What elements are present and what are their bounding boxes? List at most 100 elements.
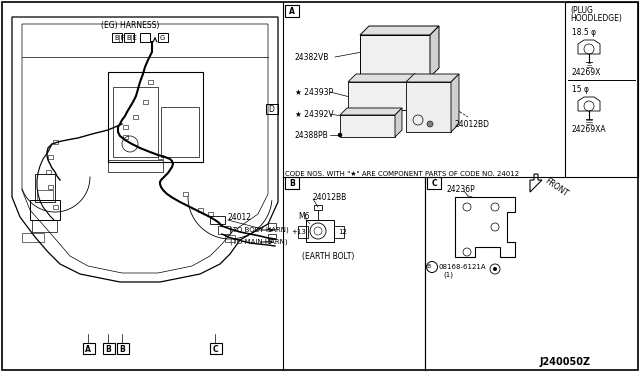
Bar <box>314 205 322 210</box>
Text: J240050Z: J240050Z <box>540 357 591 367</box>
Text: A: A <box>289 6 295 16</box>
Bar <box>285 177 299 189</box>
Bar <box>365 100 375 107</box>
Bar <box>147 80 152 84</box>
Bar <box>47 155 52 159</box>
Text: B: B <box>119 344 125 353</box>
Polygon shape <box>340 108 402 115</box>
Bar <box>157 155 163 159</box>
Text: B: B <box>289 179 295 187</box>
Bar <box>565 2 638 177</box>
Polygon shape <box>348 74 416 82</box>
Bar <box>365 90 375 97</box>
Polygon shape <box>430 26 439 77</box>
Text: 24269X: 24269X <box>572 67 602 77</box>
Bar <box>122 125 127 129</box>
Polygon shape <box>395 108 402 137</box>
Bar <box>334 226 344 238</box>
Bar <box>103 343 115 354</box>
Polygon shape <box>408 74 416 110</box>
Text: HOODLEDGE): HOODLEDGE) <box>570 13 622 22</box>
Bar <box>83 343 95 354</box>
Text: D: D <box>268 105 274 113</box>
Text: 24382VB: 24382VB <box>295 52 330 61</box>
Text: B|E: B|E <box>126 35 137 42</box>
Polygon shape <box>360 35 430 77</box>
Text: B: B <box>105 344 111 353</box>
Text: B: B <box>427 264 431 269</box>
Bar <box>30 200 60 220</box>
Text: (EG) HARNESS): (EG) HARNESS) <box>101 20 159 29</box>
Bar <box>225 235 235 242</box>
Polygon shape <box>348 82 408 110</box>
Bar <box>32 220 57 232</box>
Bar <box>52 205 58 209</box>
Bar <box>351 100 361 107</box>
Text: C: C <box>212 344 218 353</box>
Text: (TO MAIN HARN): (TO MAIN HARN) <box>230 239 287 245</box>
Bar <box>108 72 203 162</box>
Text: 12: 12 <box>338 229 347 235</box>
Text: 18.5 φ: 18.5 φ <box>572 28 596 36</box>
Bar <box>285 5 299 17</box>
Bar <box>268 234 276 239</box>
Circle shape <box>493 267 497 271</box>
Bar <box>122 135 127 139</box>
Bar <box>45 170 51 174</box>
Bar <box>218 226 230 234</box>
Text: 24012: 24012 <box>228 212 252 221</box>
Text: CODE NOS. WITH "★" ARE COMPONENT PARTS OF CODE NO. 24012: CODE NOS. WITH "★" ARE COMPONENT PARTS O… <box>285 171 519 177</box>
Polygon shape <box>406 74 459 82</box>
Bar <box>306 220 334 242</box>
Bar <box>143 100 147 104</box>
Text: (1): (1) <box>443 272 453 278</box>
Text: 08168-6121A: 08168-6121A <box>439 264 486 270</box>
Bar <box>393 100 403 107</box>
Bar <box>266 104 278 114</box>
Text: +13: +13 <box>291 229 306 235</box>
Bar <box>198 208 202 212</box>
Bar <box>298 226 308 238</box>
Text: 24388PB: 24388PB <box>295 131 329 140</box>
Circle shape <box>338 133 342 137</box>
Bar <box>182 192 188 196</box>
Bar <box>108 160 163 172</box>
Text: 24269XA: 24269XA <box>572 125 607 134</box>
Text: 24012BB: 24012BB <box>313 192 348 202</box>
Bar <box>427 177 441 189</box>
Text: (PLUG: (PLUG <box>570 6 593 15</box>
Text: (TO BODY HARN): (TO BODY HARN) <box>230 227 289 233</box>
Text: G: G <box>160 35 165 41</box>
Bar <box>124 33 134 42</box>
Bar <box>35 174 55 202</box>
Bar <box>351 90 361 97</box>
Bar <box>158 33 168 42</box>
Polygon shape <box>451 74 459 132</box>
Bar <box>161 107 199 157</box>
Text: 24012BD: 24012BD <box>455 119 490 128</box>
Bar <box>140 33 150 42</box>
Text: FRONT: FRONT <box>543 176 570 198</box>
Text: M6: M6 <box>298 212 310 221</box>
Bar <box>52 140 58 144</box>
Text: (EARTH BOLT): (EARTH BOLT) <box>302 253 355 262</box>
Bar <box>37 190 53 200</box>
Bar <box>117 343 129 354</box>
Text: ★ 24393P: ★ 24393P <box>295 87 333 96</box>
Bar <box>22 233 44 242</box>
Bar <box>47 185 52 189</box>
Bar <box>210 216 225 224</box>
Polygon shape <box>340 115 395 137</box>
Polygon shape <box>360 26 439 35</box>
Bar <box>112 33 122 42</box>
Circle shape <box>427 121 433 127</box>
Text: 15 φ: 15 φ <box>572 84 589 93</box>
Bar <box>268 223 276 229</box>
Bar <box>207 212 212 216</box>
Bar <box>113 87 158 157</box>
Text: C: C <box>431 179 437 187</box>
Text: A: A <box>85 344 91 353</box>
Text: 24236P: 24236P <box>447 185 476 193</box>
Text: ★ 24392V: ★ 24392V <box>295 109 333 119</box>
Bar <box>132 115 138 119</box>
